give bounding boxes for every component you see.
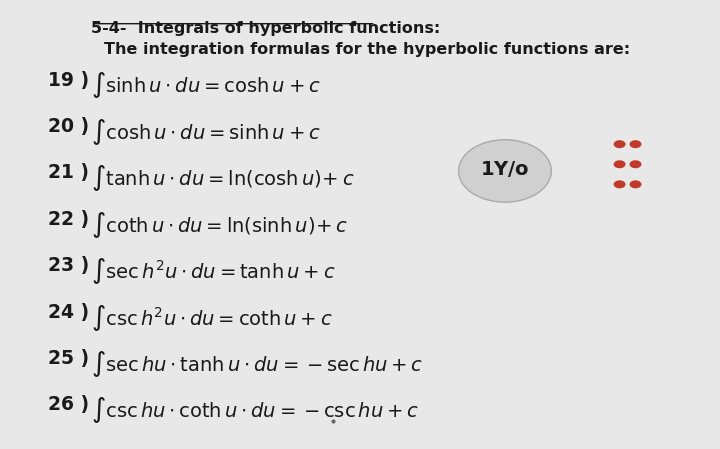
Circle shape — [629, 140, 642, 148]
Text: 5-4-  Integrals of hyperbolic functions:: 5-4- Integrals of hyperbolic functions: — [91, 22, 440, 36]
Text: 26 ): 26 ) — [48, 396, 89, 414]
Text: 23 ): 23 ) — [48, 256, 89, 275]
Circle shape — [629, 160, 642, 168]
Circle shape — [613, 180, 626, 189]
Text: $\int \tanh u \cdot du = \ln\!\left(\cosh u\right)\!+c$: $\int \tanh u \cdot du = \ln\!\left(\cos… — [91, 163, 354, 194]
Circle shape — [613, 140, 626, 148]
Text: 21 ): 21 ) — [48, 163, 89, 182]
Text: $\int \cosh u \cdot du = \sinh u + c$: $\int \cosh u \cdot du = \sinh u + c$ — [91, 117, 320, 147]
Text: 24 ): 24 ) — [48, 303, 89, 321]
Text: $\int \sec hu \cdot \tanh u \cdot du = -\sec hu + c$: $\int \sec hu \cdot \tanh u \cdot du = -… — [91, 349, 423, 379]
Text: $\int \sinh u \cdot du = \cosh u + c$: $\int \sinh u \cdot du = \cosh u + c$ — [91, 70, 320, 101]
Text: 19 ): 19 ) — [48, 70, 89, 89]
Text: $\int \coth u \cdot du = \ln\!\left(\sinh u\right)\!+c$: $\int \coth u \cdot du = \ln\!\left(\sin… — [91, 210, 348, 240]
Text: 20 ): 20 ) — [48, 117, 89, 136]
Text: $\int \csc hu \cdot \coth u \cdot du = -\csc hu + c$: $\int \csc hu \cdot \coth u \cdot du = -… — [91, 396, 419, 425]
Text: $\int \sec h^{2} u \cdot du = \tanh u + c$: $\int \sec h^{2} u \cdot du = \tanh u + … — [91, 256, 336, 286]
Text: The integration formulas for the hyperbolic functions are:: The integration formulas for the hyperbo… — [104, 42, 630, 57]
Text: 22 ): 22 ) — [48, 210, 89, 229]
Circle shape — [613, 160, 626, 168]
Circle shape — [459, 140, 552, 202]
Text: 25 ): 25 ) — [48, 349, 89, 368]
Text: $\mathbf{1Y / o}$: $\mathbf{1Y / o}$ — [480, 159, 530, 179]
Circle shape — [629, 180, 642, 189]
Text: $\int \csc h^{2} u \cdot du = \coth u + c$: $\int \csc h^{2} u \cdot du = \coth u + … — [91, 303, 333, 333]
